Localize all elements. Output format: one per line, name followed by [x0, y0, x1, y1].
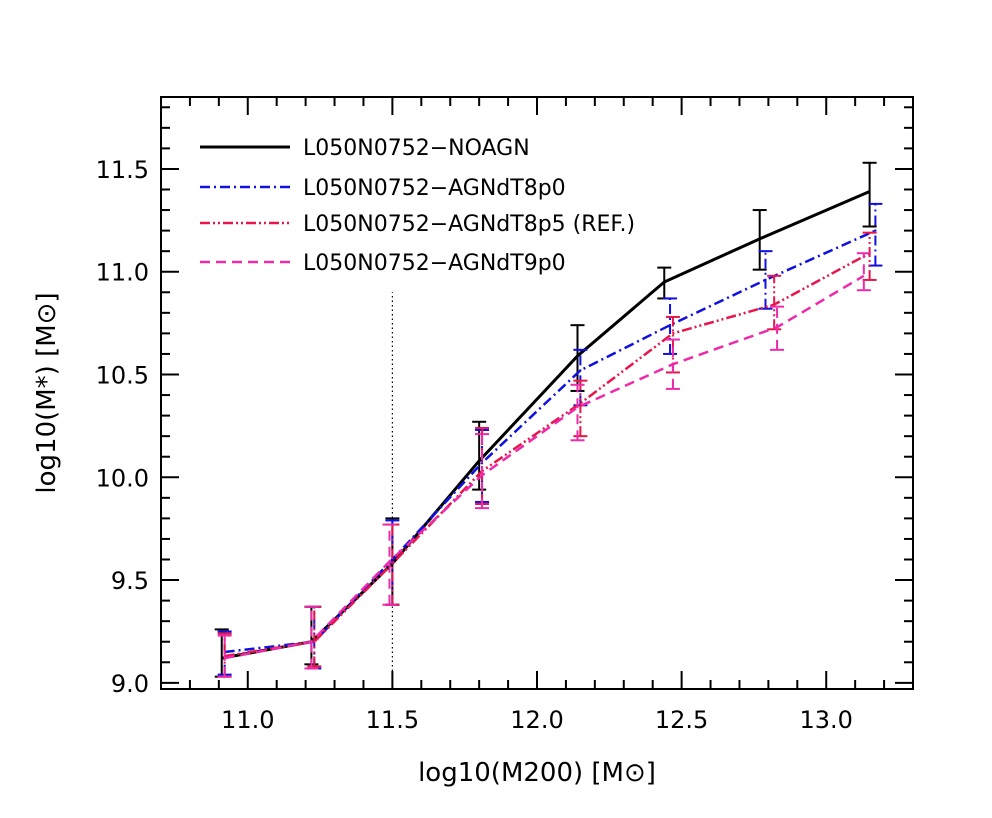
- y-tick-label: 11.0: [96, 259, 149, 287]
- x-tick-label: 13.0: [800, 706, 853, 734]
- x-tick-label: 11.5: [366, 706, 419, 734]
- x-tick-label: 12.5: [655, 706, 708, 734]
- series-line: [224, 274, 865, 660]
- x-axis-title: log10(M200) [M⊙]: [418, 758, 656, 788]
- y-tick-label: 9.5: [111, 567, 149, 595]
- y-tick-label: 10.5: [96, 362, 149, 390]
- y-tick-label: 9.0: [111, 670, 149, 698]
- series-1: [214, 161, 877, 678]
- series-line: [224, 252, 871, 658]
- series-4: [217, 252, 871, 678]
- legend-label-4: L050N0752−AGNdT9p0: [303, 251, 566, 276]
- legend-label-2: L050N0752−AGNdT8p0: [303, 176, 566, 201]
- legend-label-1: L050N0752−NOAGN: [303, 136, 530, 161]
- x-tick-label: 11.0: [221, 706, 274, 734]
- series-line: [224, 229, 876, 654]
- y-axis-title: log10(M*) [M⊙]: [32, 292, 62, 493]
- series-3: [217, 231, 877, 678]
- y-tick-label: 10.0: [96, 464, 149, 492]
- x-tick-label: 12.0: [510, 706, 563, 734]
- series-line: [221, 190, 871, 660]
- y-tick-label: 11.5: [96, 156, 149, 184]
- series-layer: [214, 161, 883, 678]
- tick-labels: 11.0 11.5 12.0 12.5 13.0 9.0 9.5 10.0 10.5 11.0 11…: [96, 156, 853, 734]
- legend-label-3: L050N0752−AGNdT8p5 (REF.): [303, 212, 635, 237]
- legend: L050N0752−NOAGN L050N0752−AGNdT8p0 L050N07…: [200, 136, 635, 276]
- plot-frame: [160, 96, 914, 690]
- axis-ticks: [160, 97, 914, 689]
